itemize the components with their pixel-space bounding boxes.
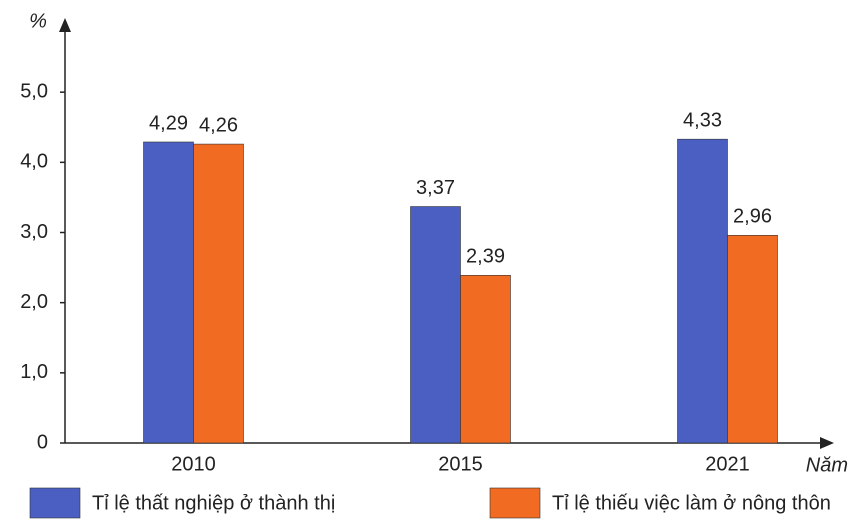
bar	[193, 143, 244, 444]
value-label: 4,29	[149, 112, 188, 134]
bar	[677, 138, 728, 444]
legend-swatch	[489, 487, 541, 519]
value-label: 2,96	[733, 206, 772, 228]
x-axis-arrow	[820, 437, 834, 449]
value-label: 2,39	[466, 246, 505, 268]
x-axis-label: Năm	[806, 454, 848, 476]
y-tick-label: 4,0	[20, 151, 48, 173]
x-tick-label: 2010	[171, 453, 216, 475]
y-axis-label: %	[29, 10, 47, 32]
x-tick-label: 2015	[438, 453, 483, 475]
bar	[727, 235, 778, 444]
y-tick-label: 2,0	[20, 291, 48, 313]
bar	[460, 275, 511, 444]
x-tick-label: 2021	[705, 453, 750, 475]
value-label: 4,33	[683, 109, 722, 131]
value-label: 3,37	[416, 177, 455, 199]
bar	[410, 206, 461, 444]
y-tick-label: 3,0	[20, 221, 48, 243]
legend-swatch	[29, 487, 81, 519]
bar	[143, 141, 194, 444]
value-label: 4,26	[199, 114, 238, 136]
y-tick-label: 1,0	[20, 361, 48, 383]
y-tick-label: 5,0	[20, 80, 48, 102]
legend-label: Tỉ lệ thiếu việc làm ở nông thôn	[552, 492, 831, 514]
y-tick-label: 0	[37, 431, 48, 453]
y-axis-arrow	[59, 18, 71, 32]
legend-label: Tỉ lệ thất nghiệp ở thành thị	[92, 492, 335, 514]
